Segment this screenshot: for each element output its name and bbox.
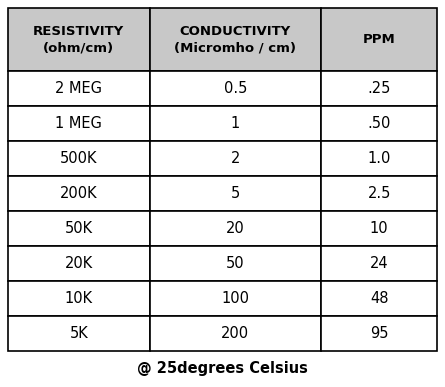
Text: 10K: 10K bbox=[65, 291, 93, 306]
Bar bbox=[150, 316, 321, 351]
Text: RESISTIVITY
(ohm/cm): RESISTIVITY (ohm/cm) bbox=[33, 25, 125, 54]
Text: 200K: 200K bbox=[60, 186, 97, 201]
Text: @ 25degrees Celsius: @ 25degrees Celsius bbox=[137, 361, 308, 377]
Text: 100: 100 bbox=[221, 291, 249, 306]
Bar bbox=[321, 281, 437, 316]
Bar bbox=[321, 72, 437, 106]
Bar bbox=[321, 211, 437, 246]
Bar bbox=[8, 141, 150, 176]
Text: 1 MEG: 1 MEG bbox=[55, 116, 102, 131]
Text: 20K: 20K bbox=[65, 256, 93, 271]
Text: 50K: 50K bbox=[65, 221, 93, 236]
Bar bbox=[8, 281, 150, 316]
Text: 500K: 500K bbox=[60, 151, 97, 166]
Bar bbox=[8, 316, 150, 351]
Text: 5: 5 bbox=[231, 186, 240, 201]
Text: 10: 10 bbox=[370, 221, 388, 236]
Text: 200: 200 bbox=[221, 326, 250, 341]
Text: PPM: PPM bbox=[363, 33, 396, 46]
Bar bbox=[8, 106, 150, 141]
Text: 2: 2 bbox=[231, 151, 240, 166]
Text: .50: .50 bbox=[368, 116, 391, 131]
Bar bbox=[150, 106, 321, 141]
Text: 24: 24 bbox=[370, 256, 388, 271]
Bar bbox=[8, 211, 150, 246]
Bar bbox=[321, 176, 437, 211]
Text: 0.5: 0.5 bbox=[224, 81, 247, 96]
Bar bbox=[8, 176, 150, 211]
Text: 5K: 5K bbox=[69, 326, 88, 341]
Bar bbox=[321, 141, 437, 176]
Bar bbox=[150, 246, 321, 281]
Text: .25: .25 bbox=[368, 81, 391, 96]
Bar bbox=[150, 72, 321, 106]
Bar bbox=[8, 246, 150, 281]
Text: 1: 1 bbox=[231, 116, 240, 131]
Bar bbox=[321, 106, 437, 141]
Text: 20: 20 bbox=[226, 221, 245, 236]
Text: 1.0: 1.0 bbox=[368, 151, 391, 166]
Bar bbox=[8, 8, 150, 72]
Bar bbox=[321, 8, 437, 72]
Text: CONDUCTIVITY
(Micromho / cm): CONDUCTIVITY (Micromho / cm) bbox=[174, 25, 296, 54]
Bar bbox=[321, 316, 437, 351]
Bar bbox=[150, 211, 321, 246]
Text: 2.5: 2.5 bbox=[368, 186, 391, 201]
Text: 95: 95 bbox=[370, 326, 388, 341]
Bar bbox=[150, 281, 321, 316]
Text: 50: 50 bbox=[226, 256, 245, 271]
Bar bbox=[150, 176, 321, 211]
Bar bbox=[8, 72, 150, 106]
Bar bbox=[150, 141, 321, 176]
Text: 2 MEG: 2 MEG bbox=[55, 81, 102, 96]
Bar bbox=[321, 246, 437, 281]
Bar bbox=[150, 8, 321, 72]
Text: 48: 48 bbox=[370, 291, 388, 306]
